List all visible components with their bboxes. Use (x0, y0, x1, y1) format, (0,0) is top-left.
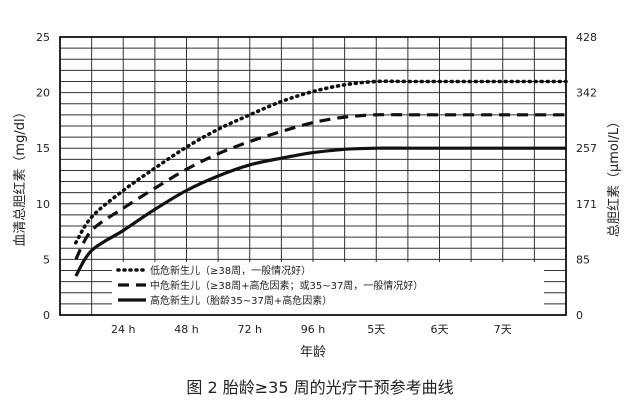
series-line-high-risk (74, 146, 566, 277)
x-tick-label: 7天 (494, 323, 512, 336)
series-layer (74, 79, 568, 277)
legend-entry-high-risk: 高危新生儿（胎龄35~37周+高危因素） (150, 294, 332, 307)
axis-layer (59, 36, 567, 316)
y-tick-label-left: 20 (36, 87, 50, 100)
y-tick-label-right: 428 (576, 31, 597, 44)
label-layer: 0 5 10 15 20 25 0 85 171 257 342 428 24 h 48 h 72 h 96 … (12, 31, 622, 397)
x-axis-title: 年龄 (300, 345, 326, 360)
x-tick-label: 6天 (431, 323, 449, 336)
series-line-low-risk (74, 79, 568, 245)
legend-entry-low-risk: 低危新生儿（≥38周，一般情况好） (150, 264, 311, 277)
y-tick-label-right: 257 (576, 142, 597, 155)
legend-layer: 低危新生儿（≥38周，一般情况好） 中危新生儿（≥38周+高危因素；或35~37周… (112, 262, 544, 315)
y-tick-label-right: 85 (576, 253, 590, 266)
y-tick-label-right: 342 (576, 87, 597, 100)
y-tick-label-right: 0 (576, 309, 583, 322)
y-tick-label-left: 0 (43, 309, 50, 322)
x-tick-label: 96 h (301, 323, 325, 336)
x-tick-label: 5天 (367, 323, 385, 336)
series-line-medium-risk (74, 113, 566, 261)
x-tick-label: 72 h (238, 323, 262, 336)
x-tick-label: 24 h (111, 323, 135, 336)
y-tick-label-left: 15 (36, 142, 50, 155)
legend-entry-medium-risk: 中危新生儿（≥38周+高危因素；或35~37周，一般情况好） (150, 279, 423, 292)
y-axis-title-left: 血清总胆红素（mg/dl） (12, 105, 28, 246)
y-tick-label-left: 10 (36, 198, 50, 211)
y-tick-label-left: 25 (36, 31, 50, 44)
plot-frame (59, 36, 567, 316)
y-tick-label-right: 171 (576, 198, 597, 211)
x-tick-label: 48 h (174, 323, 198, 336)
legend-box (112, 262, 544, 315)
y-axis-title-right: 总胆红素（μmol/L） (606, 115, 622, 237)
figure-caption: 图 2 胎龄≥35 周的光疗干预参考曲线 (186, 378, 453, 397)
y-tick-label-left: 5 (43, 253, 50, 266)
